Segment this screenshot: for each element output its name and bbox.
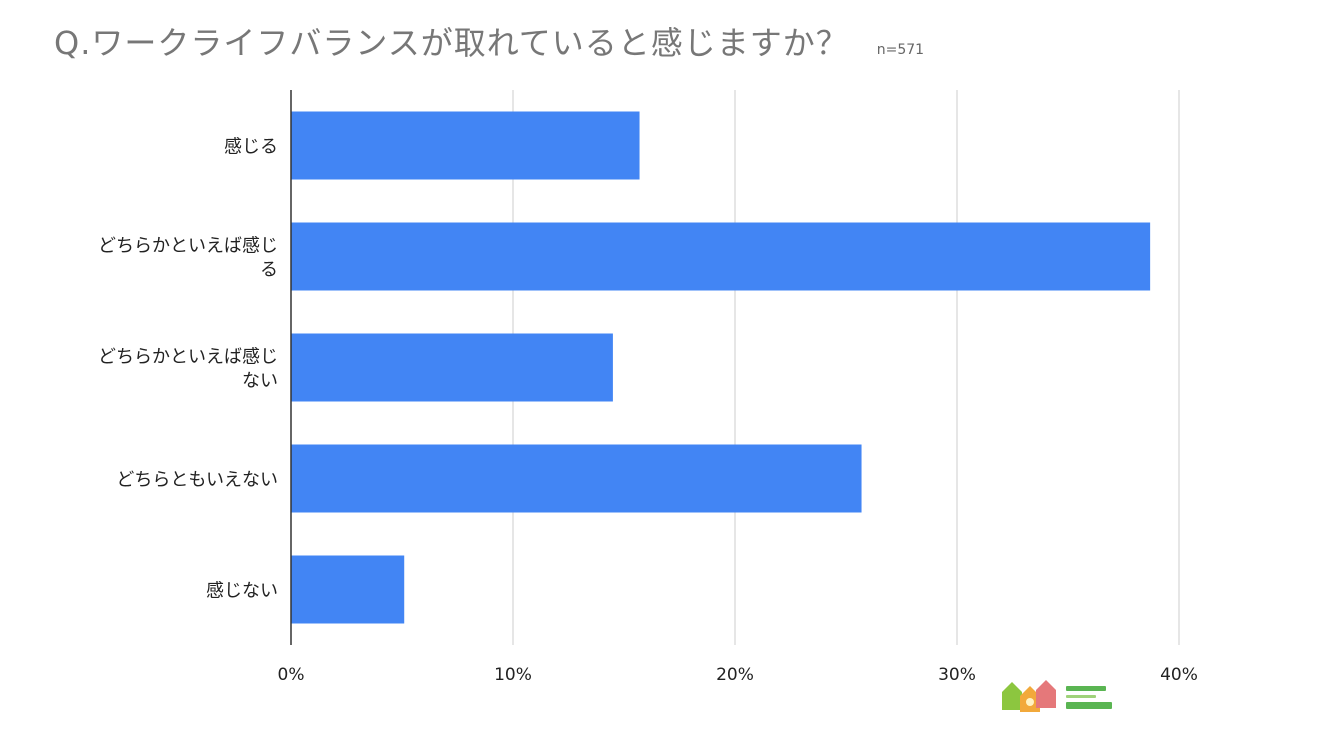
bar [291, 111, 640, 180]
bar [291, 444, 862, 513]
bar [291, 222, 1151, 291]
category-label: 感じない [206, 581, 278, 602]
chart-title-row: Q.ワークライフバランスが取れていると感じますか？ n=571 [54, 18, 924, 64]
category-label: どちらともいえない [116, 470, 278, 491]
category-label: る [260, 260, 278, 281]
category-label: 感じる [224, 137, 278, 158]
category-label: どちらかといえば感じ [98, 347, 278, 368]
x-tick-label: 0% [278, 665, 305, 685]
x-tick-label: 10% [494, 665, 532, 685]
bar [291, 555, 405, 624]
x-tick-label: 20% [716, 665, 754, 685]
house-group-logo-icon [1002, 680, 1112, 712]
bar [291, 333, 613, 402]
sample-size-label: n=571 [876, 42, 925, 58]
chart-title: Q.ワークライフバランスが取れていると感じますか？ [54, 24, 849, 62]
category-label: どちらかといえば感じ [98, 236, 278, 257]
category-label: ない [242, 371, 278, 392]
x-tick-label: 30% [938, 665, 976, 685]
x-tick-label: 40% [1160, 665, 1198, 685]
